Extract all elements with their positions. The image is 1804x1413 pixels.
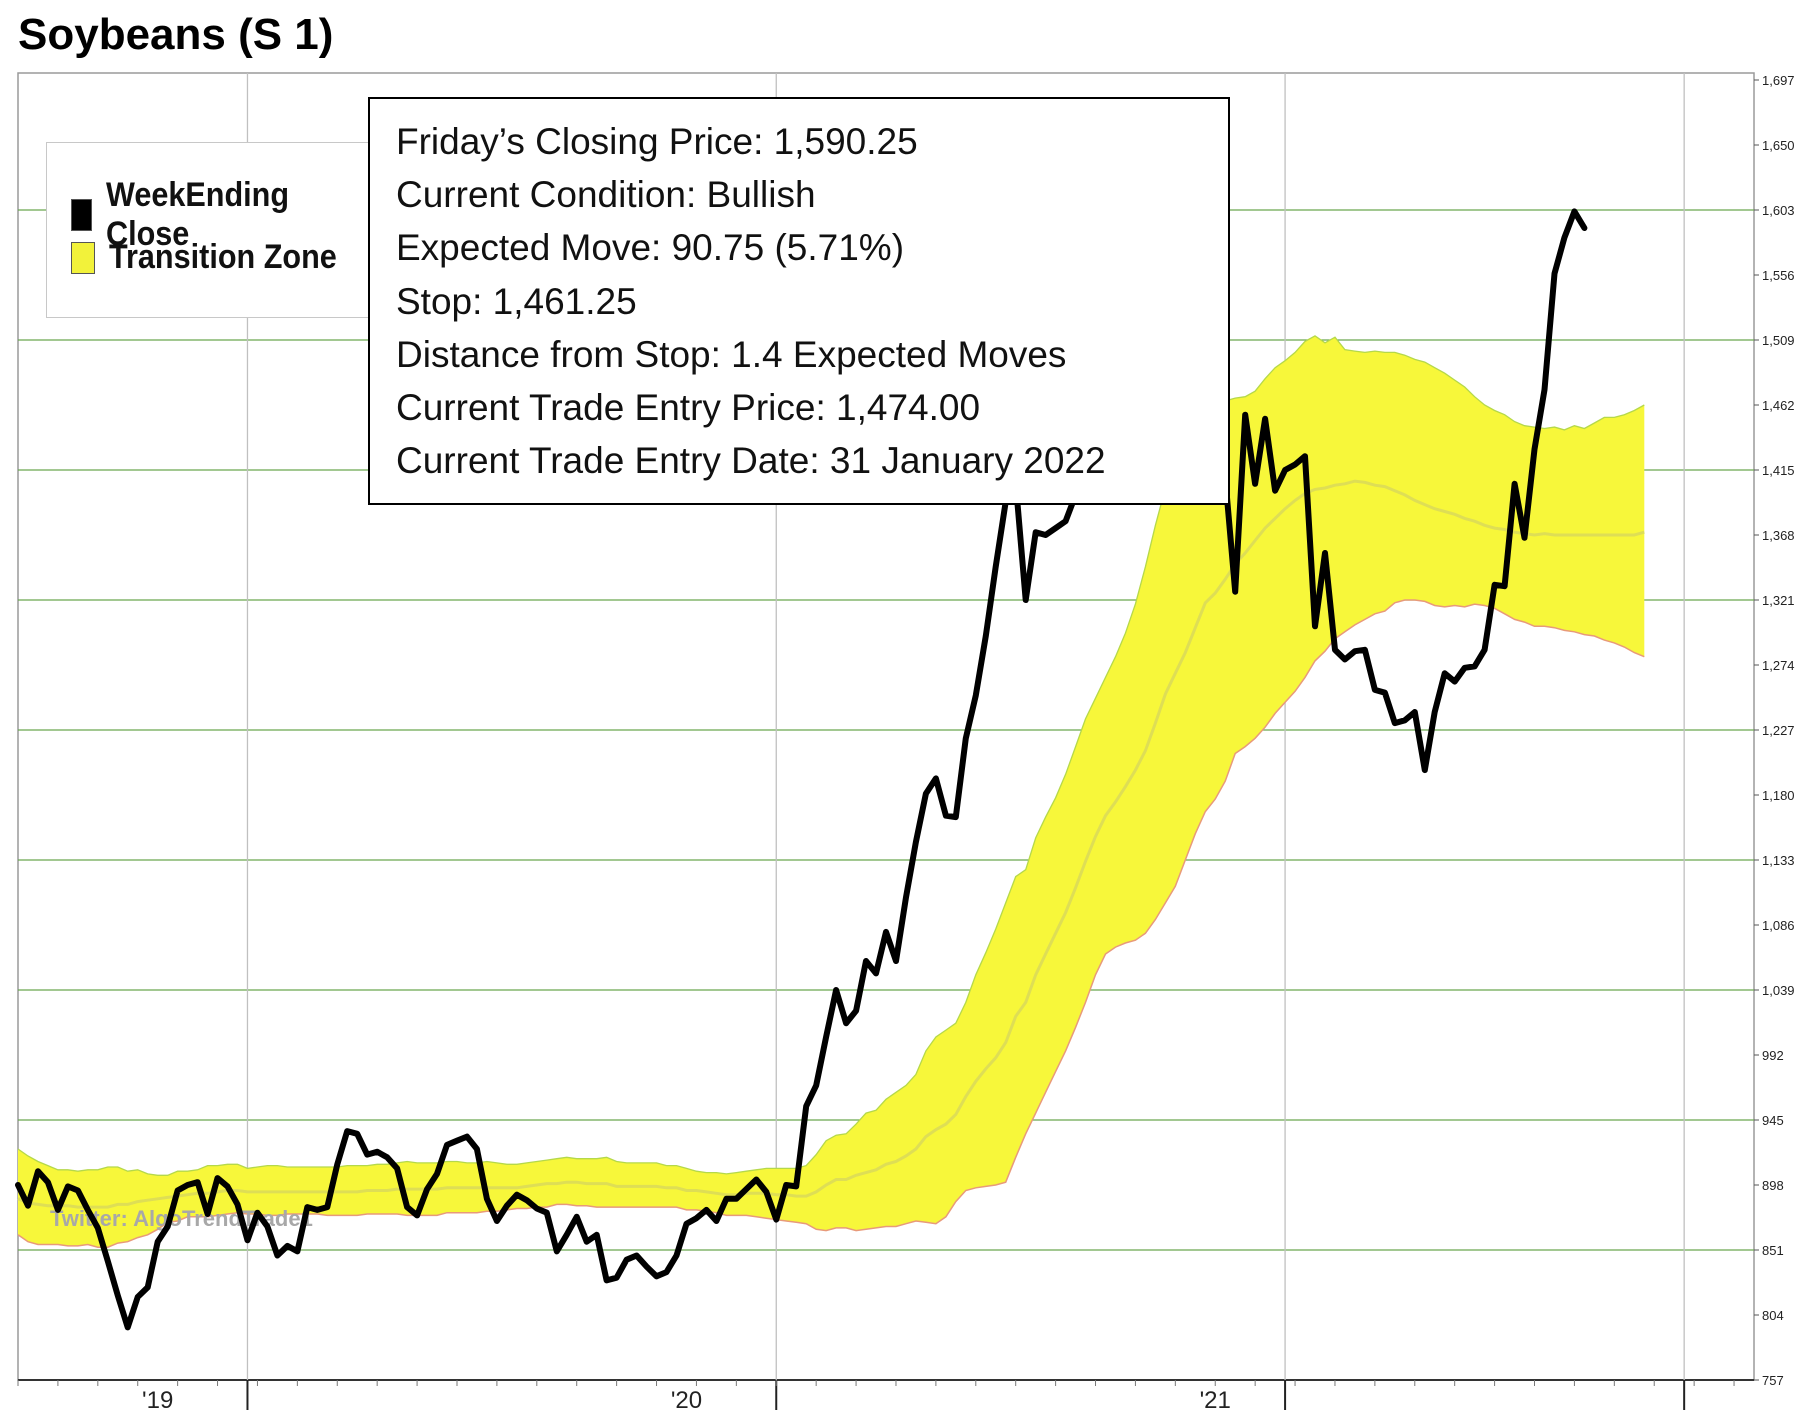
transition-zone-midline [17, 479, 1645, 1209]
y-tick-label: 1,039 [1762, 983, 1795, 998]
expected-move-text: Expected Move: 90.75 (5.71%) [396, 227, 905, 269]
legend-swatch-zone [71, 241, 95, 274]
y-tick-label: 1,556 [1762, 268, 1795, 283]
legend: WeekEnding Close Transition Zone [46, 142, 376, 318]
y-tick-label: 1,603 [1762, 203, 1795, 218]
y-tick-label: 898 [1762, 1178, 1784, 1193]
closing-price-text: Friday’s Closing Price: 1,590.25 [396, 121, 918, 162]
plot-frame [17, 72, 1755, 1381]
legend-item-zone: Transition Zone [71, 238, 362, 277]
stop-text: Stop: 1,461.25 [396, 280, 637, 322]
legend-label-zone: Transition Zone [109, 238, 337, 276]
distance-from-stop-text: Distance from Stop: 1.4 Expected Moves [396, 333, 1067, 375]
y-tick-label: 1,697 [1762, 73, 1795, 88]
entry-date-text: Current Trade Entry Date: 31 January 202… [396, 440, 1106, 482]
y-tick-label: 1,133 [1762, 853, 1795, 868]
y-tick-label: 945 [1762, 1113, 1784, 1128]
x-tick-label: '21 [1200, 1387, 1231, 1413]
legend-item-close: WeekEnding Close [71, 176, 375, 254]
y-tick-label: 1,321 [1762, 593, 1795, 608]
y-tick-label: 757 [1762, 1373, 1784, 1388]
entry-price-text: Current Trade Entry Price: 1,474.00 [396, 387, 981, 429]
legend-label-close: WeekEnding Close [106, 176, 290, 253]
y-tick-label: 1,274 [1762, 658, 1795, 673]
y-tick-label: 1,180 [1762, 788, 1795, 803]
y-tick-label: 804 [1762, 1308, 1784, 1323]
y-tick-label: 1,415 [1762, 463, 1795, 478]
y-axis-tick-labels: 1,697 1,650 1,603 1,556 1,509 1,462 1,415 1,368… [1754, 73, 1795, 1388]
y-tick-label: 1,368 [1762, 528, 1795, 543]
y-tick-label: 851 [1762, 1243, 1784, 1258]
weekending-close-series [15, 195, 1588, 1331]
x-tick-label: '19 [142, 1387, 173, 1413]
y-tick-label: 992 [1762, 1048, 1784, 1063]
y-tick-label: 1,086 [1762, 918, 1795, 933]
y-tick-label: 1,650 [1762, 138, 1795, 153]
y-tick-label: 1,509 [1762, 333, 1795, 348]
chart-title: Soybeans (S 1) [18, 10, 334, 59]
condition-text: Current Condition: Bullish [396, 174, 816, 216]
trade-info-box: Friday’s Closing Price: 1,590.25 Current… [368, 97, 1230, 505]
weekending-close-line [15, 195, 1588, 1331]
y-tick-label: 1,227 [1762, 723, 1795, 738]
transition-zone-upper-edge [17, 335, 1645, 1176]
legend-swatch-close [71, 199, 93, 231]
x-tick-label: '20 [671, 1387, 702, 1413]
x-axis-tick-labels: '19 '20 '21 [17, 1380, 1735, 1413]
y-tick-label: 1,462 [1762, 398, 1795, 413]
transition-zone-lower-edge [17, 599, 1645, 1248]
